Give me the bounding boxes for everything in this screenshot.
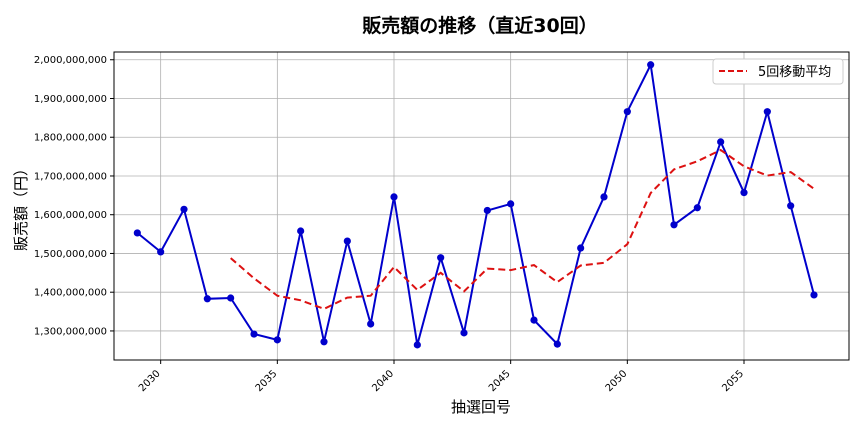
sales-data-point	[647, 61, 655, 69]
y-tick-label: 1,600,000,000	[34, 210, 107, 221]
plot-area-frame	[113, 51, 850, 361]
y-tick-label: 1,900,000,000	[34, 94, 107, 105]
legend-ma-label: 5回移動平均	[758, 65, 831, 80]
y-tick-label: 2,000,000,000	[34, 55, 107, 66]
sales-data-point	[460, 329, 468, 337]
sales-data-point	[390, 193, 398, 201]
sales-data-point	[133, 229, 141, 237]
sales-data-point	[717, 138, 725, 146]
y-axis-label: 販売額（円）	[12, 161, 30, 251]
y-tick-label: 1,300,000,000	[34, 326, 107, 337]
x-axis-ticks: 2030 2035 2040 2045 2050 2055	[137, 360, 746, 394]
sales-line	[136, 61, 815, 347]
y-axis-ticks: 1,300,000,000 1,400,000,000 1,500,000,000 1…	[34, 55, 114, 337]
x-axis-label: 抽選回号	[451, 398, 511, 416]
sales-data-point	[203, 295, 211, 303]
sales-data-point	[693, 204, 701, 212]
sales-data-point	[530, 316, 538, 324]
y-tick-label: 1,700,000,000	[34, 171, 107, 182]
sales-data-point	[320, 338, 328, 346]
x-tick-label: 2040	[370, 368, 396, 394]
sales-data-point	[437, 254, 445, 262]
sales-data-point	[577, 244, 585, 252]
sales-data-point	[623, 108, 631, 116]
sales-data-point	[600, 193, 608, 201]
legend: 5回移動平均	[712, 58, 844, 85]
y-tick-label: 1,500,000,000	[34, 249, 107, 260]
sales-data-point	[227, 294, 235, 302]
x-tick-label: 2030	[137, 368, 163, 394]
sales-data-point	[343, 237, 351, 245]
sales-data-point	[273, 336, 281, 344]
sales-data-point	[670, 221, 678, 229]
grid-lines	[114, 52, 849, 360]
sales-data-point	[180, 205, 188, 213]
sales-data-point	[553, 340, 561, 348]
legend-box	[712, 58, 844, 85]
moving-average-line	[230, 148, 815, 310]
chart-title: 販売額の推移（直近30回）	[362, 14, 597, 37]
sales-data-point	[157, 248, 165, 256]
x-tick-label: 2045	[487, 368, 513, 394]
sales-data-point	[413, 341, 421, 349]
sales-data-point	[483, 206, 491, 215]
y-tick-label: 1,800,000,000	[34, 133, 107, 144]
sales-data-point	[763, 108, 771, 116]
sales-data-point	[740, 189, 748, 197]
sales-data-point	[367, 320, 375, 328]
sales-data-point	[507, 200, 515, 208]
x-tick-label: 2055	[720, 368, 746, 394]
sales-data-point	[810, 291, 818, 299]
sales-data-point	[297, 227, 305, 235]
sales-data-point	[250, 330, 258, 338]
sales-data-point	[787, 202, 795, 210]
x-tick-label: 2035	[254, 368, 280, 394]
y-tick-label: 1,400,000,000	[34, 288, 107, 299]
x-tick-label: 2050	[604, 368, 630, 394]
data-series	[133, 61, 818, 349]
